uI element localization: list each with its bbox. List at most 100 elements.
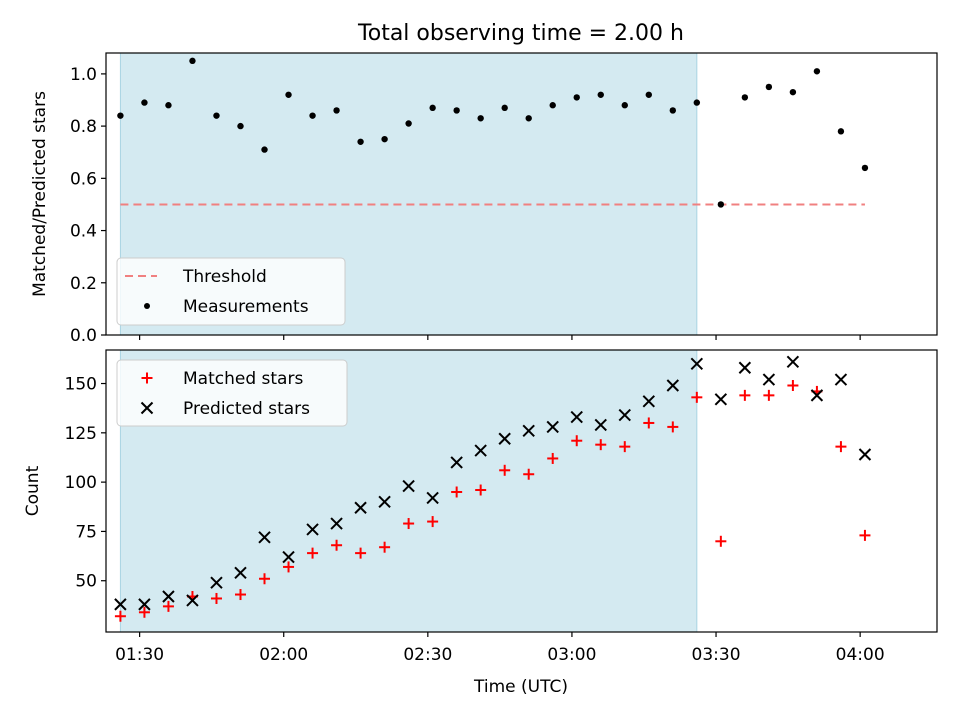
x-tick-label: 04:00 bbox=[836, 645, 885, 665]
predicted-star-point bbox=[426, 491, 439, 505]
x-tick-label: 02:30 bbox=[403, 645, 452, 665]
y-tick-label: 0.0 bbox=[70, 326, 97, 346]
measurement-point bbox=[861, 164, 869, 172]
predicted-star-point bbox=[498, 432, 511, 445]
y-tick-label: 50 bbox=[75, 572, 97, 592]
y-tick-label: 100 bbox=[65, 473, 97, 493]
top-legend: Threshold Measurements bbox=[116, 257, 346, 326]
measurement-point bbox=[213, 112, 220, 119]
predicted-star-point bbox=[354, 501, 367, 514]
measurement-point bbox=[717, 201, 725, 208]
y-tick-label: 150 bbox=[65, 375, 97, 395]
chart-title: Total observing time = 2.00 h bbox=[357, 21, 684, 46]
predicted-star-point bbox=[570, 410, 583, 424]
predicted-star-point bbox=[594, 418, 607, 432]
matched-star-point bbox=[283, 561, 295, 573]
legend-box bbox=[116, 257, 346, 326]
measurement-point bbox=[525, 115, 532, 122]
predicted-star-point bbox=[666, 379, 680, 392]
measurement-point bbox=[333, 107, 340, 114]
bottom-panel: 50 75 100 125 150 01:30 02:00 02:30 03:00 03:30 04… bbox=[65, 349, 938, 665]
y-tick-label: 75 bbox=[75, 522, 97, 542]
measurement-point bbox=[453, 107, 460, 114]
matched-star-point bbox=[595, 439, 607, 451]
y-tick-label: 1.0 bbox=[70, 65, 97, 85]
predicted-star-point bbox=[522, 424, 535, 438]
x-tick-label: 03:30 bbox=[692, 645, 741, 665]
top-y-axis-label: Matched/Predicted stars bbox=[30, 91, 50, 297]
matched-star-point bbox=[355, 547, 367, 559]
legend-box bbox=[116, 359, 348, 427]
matched-star-point bbox=[715, 535, 727, 547]
x-tick-label: 02:00 bbox=[259, 645, 308, 665]
x-axis-label: Time (UTC) bbox=[473, 677, 568, 697]
predicted-star-point bbox=[162, 590, 175, 603]
measurement-point bbox=[261, 146, 268, 153]
predicted-star-point bbox=[714, 393, 728, 406]
legend-matched-swatch bbox=[141, 372, 153, 384]
predicted-star-point bbox=[738, 361, 752, 374]
measurement-point bbox=[237, 122, 244, 130]
predicted-star-point bbox=[138, 598, 151, 611]
matched-star-point bbox=[835, 441, 847, 453]
matched-star-point bbox=[234, 589, 246, 601]
legend-measurements-label: Measurements bbox=[183, 297, 309, 317]
measurement-point bbox=[117, 112, 124, 119]
measurement-point bbox=[597, 91, 604, 98]
predicted-star-point bbox=[810, 389, 824, 402]
measurement-point bbox=[309, 112, 316, 119]
measurement-point bbox=[357, 138, 364, 145]
measurement-point bbox=[741, 94, 749, 101]
legend-measurements-swatch bbox=[144, 303, 150, 309]
measurement-point bbox=[429, 104, 436, 112]
matched-star-point bbox=[403, 518, 415, 530]
matched-star-point bbox=[667, 421, 679, 433]
matched-star-point bbox=[331, 539, 343, 551]
matched-star-point bbox=[499, 464, 511, 476]
predicted-star-point bbox=[642, 395, 655, 408]
matched-star-point bbox=[619, 441, 631, 453]
predicted-star-point bbox=[450, 456, 463, 469]
predicted-star-point bbox=[690, 357, 704, 371]
measurement-point bbox=[189, 57, 196, 65]
predicted-star-point bbox=[762, 373, 776, 386]
measurement-point bbox=[837, 128, 845, 135]
predicted-star-point bbox=[114, 598, 127, 611]
measurement-point bbox=[165, 102, 172, 109]
predicted-star-point bbox=[210, 576, 223, 589]
measurement-point bbox=[501, 104, 508, 112]
matched-star-point bbox=[475, 484, 487, 496]
measurement-point bbox=[381, 135, 388, 143]
matched-star-point bbox=[787, 379, 799, 391]
matched-star-point bbox=[379, 541, 391, 553]
y-tick-label: 0.8 bbox=[70, 117, 97, 137]
matched-star-point bbox=[739, 389, 751, 401]
measurement-point bbox=[765, 83, 773, 91]
matched-star-point bbox=[114, 610, 126, 622]
matched-star-point bbox=[859, 529, 871, 541]
legend-threshold-label: Threshold bbox=[182, 267, 267, 287]
matched-star-point bbox=[547, 452, 559, 464]
matched-star-point bbox=[643, 417, 655, 429]
predicted-star-point bbox=[858, 448, 872, 461]
predicted-star-point bbox=[546, 420, 559, 434]
y-tick-label: 0.2 bbox=[70, 274, 97, 294]
measurement-point bbox=[549, 102, 556, 109]
y-tick-label: 0.6 bbox=[70, 169, 97, 189]
measurement-point bbox=[693, 99, 701, 106]
measurement-point bbox=[789, 88, 797, 96]
predicted-star-point bbox=[834, 373, 848, 386]
predicted-star-point bbox=[186, 594, 199, 607]
predicted-star-point bbox=[258, 531, 271, 544]
matched-star-point bbox=[523, 468, 535, 480]
predicted-star-point bbox=[402, 479, 415, 493]
series-measurements bbox=[117, 57, 869, 208]
bottom-legend: Matched stars Predicted stars bbox=[116, 359, 348, 427]
matched-star-point bbox=[571, 435, 583, 447]
measurement-point bbox=[477, 115, 484, 122]
measurement-point bbox=[285, 91, 292, 98]
matched-star-point bbox=[451, 486, 463, 498]
matched-star-point bbox=[307, 547, 319, 559]
measurement-point bbox=[405, 120, 412, 127]
